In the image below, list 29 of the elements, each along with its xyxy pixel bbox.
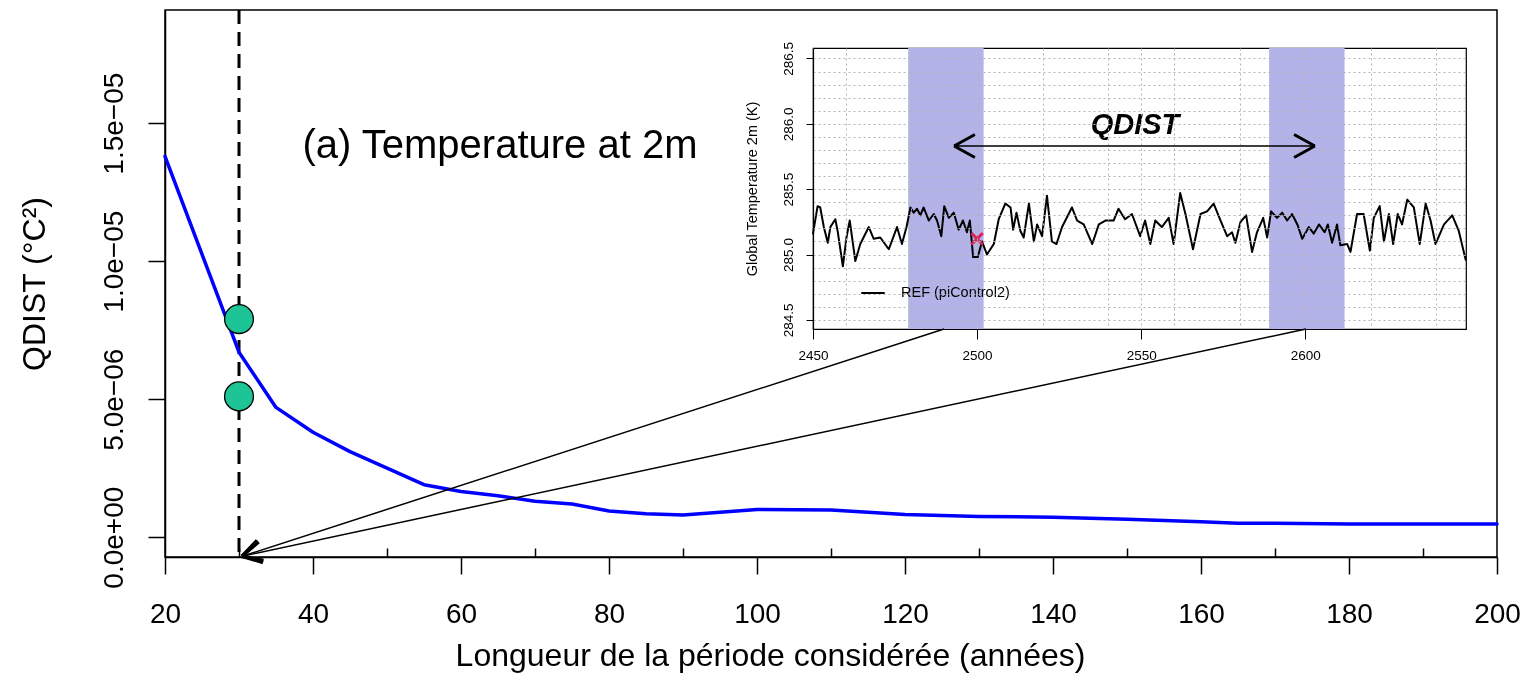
x-tick-label: 20 (149, 597, 182, 629)
y-tick-label: 284.5 (780, 303, 796, 338)
x-tick-label: 100 (734, 597, 781, 629)
y-tick-label: 5.0e−06 (97, 348, 129, 451)
x-tick-label: 60 (445, 597, 478, 629)
x-axis-title: Longueur de la période considérée (années) (455, 636, 1086, 673)
x-tick-label: 2450 (798, 347, 829, 363)
x-tick-label: 120 (882, 597, 929, 629)
y-tick-label: 1.5e−05 (97, 72, 129, 175)
legend-label: REF (piControl2) (901, 284, 1010, 300)
y-tick-label: 285.5 (780, 172, 796, 207)
annotation: (a) Temperature at 2m (302, 122, 698, 166)
annotation: QDIST (1090, 108, 1182, 140)
y-tick-label: 1.0e−05 (97, 210, 129, 313)
y-tick-label: 286.5 (780, 42, 796, 76)
y-tick-label: 286.0 (780, 107, 796, 142)
x-tick-label: 160 (1178, 597, 1225, 629)
x-tick-label: 200 (1474, 597, 1521, 629)
x-tick-label: 80 (593, 597, 626, 629)
x-tick-label: 2600 (1290, 347, 1321, 363)
x-tick-label: 2500 (962, 347, 993, 363)
x-tick-label: 180 (1326, 597, 1373, 629)
x-tick-label: 140 (1030, 597, 1077, 629)
x-tick-label: 2550 (1126, 347, 1157, 363)
x-tick-label: 40 (297, 597, 330, 629)
y-axis-title: QDIST (°C²) (15, 197, 52, 371)
y-tick-label: 285.0 (780, 238, 796, 272)
y-axis-title: Global Temperature 2m (K) (743, 101, 760, 277)
y-tick-label: 0.0e+00 (97, 486, 129, 589)
